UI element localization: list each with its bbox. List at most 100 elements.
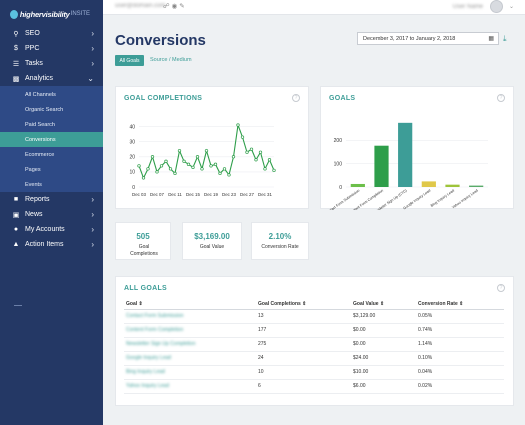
column-header-goal[interactable]: Goal ⇕: [124, 299, 256, 310]
tasks-icon: ☰: [12, 60, 20, 68]
chevron-down-icon[interactable]: ⌄: [508, 4, 514, 10]
sidebar-item-label: SEO: [25, 30, 40, 37]
sidebar-item-reports[interactable]: ■ Reports ›: [0, 192, 103, 207]
goal-name-cell[interactable]: Google Inquiry Lead: [124, 351, 256, 366]
y-tick-label: 10: [129, 170, 135, 176]
data-point: [155, 170, 159, 174]
sidebar-sub-all-channels[interactable]: All Channels: [25, 91, 56, 98]
goal-name-cell[interactable]: Newsletter Sign Up Completion: [124, 337, 256, 352]
help-icon[interactable]: ?: [497, 284, 505, 292]
stat-label: Conversion Rate: [261, 244, 299, 250]
column-header-goal-completions[interactable]: Goal Completions ⇕: [256, 299, 351, 310]
x-tick-label: Dec 19: [204, 192, 218, 197]
y-tick-label: 40: [129, 124, 135, 130]
sidebar-sub-events[interactable]: Events: [25, 181, 42, 188]
sidebar-item-my-accounts[interactable]: ● My Accounts ›: [0, 222, 103, 237]
data-point: [218, 171, 222, 176]
data-point: [213, 162, 218, 166]
card-title: GOALS: [329, 95, 356, 102]
rate-cell: 0.04%: [416, 365, 504, 380]
link-icon[interactable]: ☍: [163, 3, 172, 10]
goal-name-cell[interactable]: Content Form Completion: [124, 323, 256, 338]
table-row: Yahoo Inquiry Lead 6 $6.00 0.02%: [124, 379, 504, 394]
sidebar-item-ppc[interactable]: $ PPC ›: [0, 41, 103, 56]
sidebar-sub-organic-search[interactable]: Organic Search: [25, 106, 64, 113]
tab-all-goals[interactable]: All Goals: [115, 55, 144, 66]
sidebar-item-label: Tasks: [25, 60, 43, 67]
bar: [469, 185, 484, 187]
sidebar-sub-ecommerce[interactable]: Ecommerce: [25, 151, 55, 158]
goal-name-cell[interactable]: Yahoo Inquiry Lead: [124, 379, 256, 394]
sidebar-item-seo[interactable]: ⚲ SEO ›: [0, 26, 103, 41]
sidebar-item-label: PPC: [25, 45, 40, 52]
rate-cell: 0.74%: [416, 323, 504, 338]
data-point: [222, 167, 227, 171]
chevron-right-icon: ›: [91, 59, 94, 68]
chevron-right-icon: ›: [91, 44, 94, 53]
data-point: [200, 167, 204, 171]
data-point: [272, 168, 276, 173]
sidebar-sub-conversions[interactable]: Conversions: [0, 132, 103, 147]
tab-source-medium[interactable]: Source / Medium: [150, 57, 192, 63]
goal-name-cell[interactable]: Bing Inquiry Lead: [124, 365, 256, 380]
chevron-right-icon: ›: [91, 29, 94, 38]
data-point: [186, 162, 191, 166]
data-point: [182, 159, 186, 163]
sidebar-item-tasks[interactable]: ☰ Tasks ›: [0, 56, 103, 71]
data-point: [227, 173, 231, 177]
data-point: [209, 164, 213, 168]
table-row: Bing Inquiry Lead 10 $10.00 0.04%: [124, 365, 504, 380]
stat-conversion-rate: 2.10% Conversion Rate: [251, 222, 309, 260]
goal-name-cell[interactable]: Contact Form Submission: [124, 309, 256, 324]
sidebar-item-action-items[interactable]: ▲ Action Items ›: [0, 237, 103, 252]
y-tick-label: 20: [129, 155, 135, 161]
sidebar-item-label: News: [25, 211, 43, 218]
goals-card: GOALS ? 0 100 200 Contact Form Submission Co…: [320, 86, 514, 210]
column-header-conversion-rate[interactable]: Conversion Rate ⇕: [416, 299, 504, 310]
chevron-right-icon: ›: [91, 240, 94, 249]
stat-value: 505: [136, 232, 150, 241]
logo-text: highervisibility: [19, 9, 70, 19]
help-icon[interactable]: ?: [292, 94, 300, 102]
data-point: [263, 167, 267, 171]
user-name: User Name: [452, 4, 483, 10]
completions-cell: 10: [256, 365, 351, 380]
help-icon[interactable]: ?: [497, 94, 505, 102]
goal-completions-line-chart: 0 10 20 30 40 Dec 03 Dec 07 Dec 11 Dec 15 Dec 19 D…: [129, 123, 276, 197]
value-cell: $0.00: [351, 337, 416, 352]
table-row: Contact Form Submission 13 $3,129.00 0.0…: [124, 309, 504, 324]
all-goals-card: ALL GOALS ? Goal ⇕ Goal Completions ⇕ Go…: [115, 276, 514, 406]
sort-icon: ⇕: [302, 300, 307, 307]
sidebar-item-analytics[interactable]: ▩ Analytics ⌄: [0, 71, 103, 86]
sidebar-item-news[interactable]: ▣ News ›: [0, 207, 103, 222]
logo[interactable]: highervisibility INSITE: [10, 7, 90, 21]
value-cell: $6.00: [351, 379, 416, 394]
completions-cell: 24: [256, 351, 351, 366]
logo-suffix: INSITE: [70, 11, 90, 17]
chevron-down-icon: ⌄: [87, 74, 94, 83]
download-icon[interactable]: ⤓: [503, 34, 507, 43]
rate-cell: 0.05%: [416, 309, 504, 324]
x-tick-label: Dec 07: [150, 192, 164, 197]
sidebar-sub-pages[interactable]: Pages: [25, 166, 41, 173]
column-header-goal-value[interactable]: Goal Value ⇕: [351, 299, 416, 310]
sidebar-sub-paid-search[interactable]: Paid Search: [25, 121, 55, 128]
bell-icon: ▲: [12, 241, 20, 248]
date-range-picker[interactable]: December 3, 2017 to January 2, 2018 ▦: [357, 32, 499, 45]
avatar[interactable]: [490, 0, 503, 13]
table-header-row: Goal ⇕ Goal Completions ⇕ Goal Value ⇕ C…: [124, 299, 504, 310]
data-point: [249, 147, 254, 151]
bar: [350, 183, 365, 187]
dollar-icon: $: [14, 45, 18, 52]
eye-icon[interactable]: ◉: [171, 3, 180, 10]
x-tick-label: Yahoo Inquiry Lead: [451, 189, 479, 210]
goal-completions-card: GOAL COMPLETIONS ? 0 10 20 30 40 Dec 03 Dec 07…: [115, 86, 309, 209]
x-tick-label: Dec 31: [258, 192, 272, 197]
calendar-icon: ▦: [488, 36, 494, 42]
table-row: Google Inquiry Lead 24 $24.00 0.10%: [124, 351, 504, 366]
edit-icon[interactable]: ✎: [179, 3, 187, 10]
value-cell: $24.00: [351, 351, 416, 366]
data-point: [164, 159, 168, 163]
completions-cell: 13: [256, 309, 351, 324]
data-point: [195, 155, 200, 159]
